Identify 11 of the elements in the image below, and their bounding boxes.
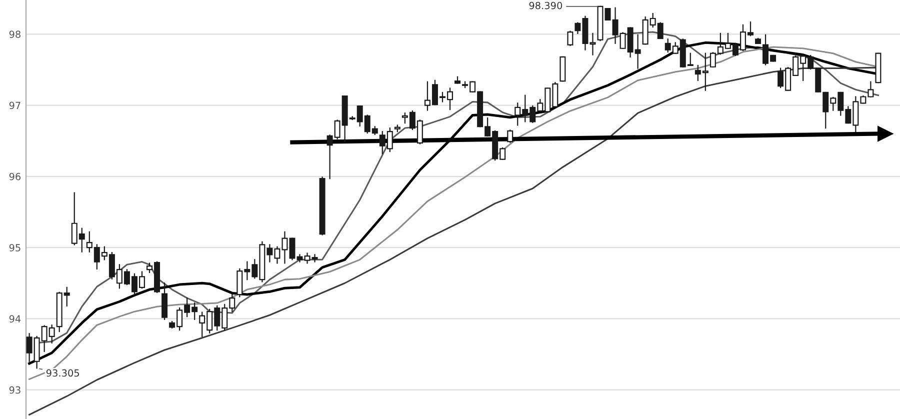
y-tick-label: 93 xyxy=(9,386,20,394)
y-tick-label: 97 xyxy=(9,102,20,110)
annotation: 98.390 xyxy=(529,2,562,10)
candlestick xyxy=(507,130,514,143)
y-tick-label: 98 xyxy=(9,30,20,38)
y-tick-label: 94 xyxy=(9,315,21,323)
y-tick-label: 96 xyxy=(9,172,21,180)
y-tick-label: 95 xyxy=(9,244,20,252)
candlestick xyxy=(567,30,574,46)
annotation: 93.305 xyxy=(46,369,79,377)
candlestick xyxy=(162,282,168,320)
